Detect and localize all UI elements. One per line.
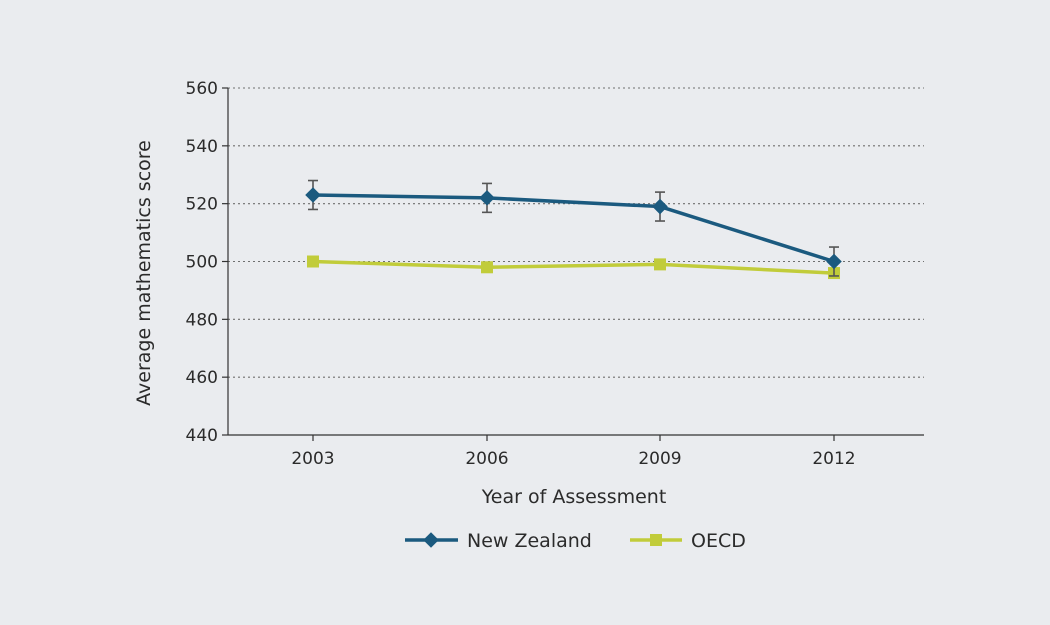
legend-new-zealand-diamond-marker [423, 532, 439, 548]
legend-oecd-square-marker [650, 534, 662, 546]
data-point-oecd-2003 [307, 255, 319, 268]
series [305, 179, 842, 280]
y-tick-label-460: 460 [186, 368, 218, 388]
legend-label-oecd: OECD [691, 530, 746, 552]
legend-item-new-zealand: New Zealand [405, 530, 592, 552]
series-oecd [307, 255, 840, 280]
y-axis-title: Average mathematics score [133, 140, 155, 406]
x-tick-labels: 2003 2006 2009 2012 [291, 435, 856, 469]
data-point-new-zealand-2012 [826, 253, 842, 270]
data-point-new-zealand-2009 [652, 198, 668, 215]
gridlines [228, 87, 924, 378]
y-tick-labels: 440 460 480 500 520 540 560 [186, 79, 228, 446]
y-tick-label-440: 440 [186, 426, 218, 446]
series-line-oecd [312, 259, 835, 275]
y-tick-label-560: 560 [186, 79, 218, 99]
x-tick-label-2003: 2003 [291, 449, 334, 469]
legend-item-oecd: OECD [630, 530, 746, 552]
x-tick-label-2006: 2006 [465, 449, 508, 469]
x-tick-label-2012: 2012 [812, 449, 855, 469]
y-tick-label-540: 540 [186, 137, 218, 157]
x-tick-label-2009: 2009 [638, 449, 681, 469]
data-point-new-zealand-2003 [305, 187, 321, 203]
x-axis-title: Year of Assessment [481, 486, 667, 508]
y-tick-label-520: 520 [186, 195, 218, 215]
y-tick-label-500: 500 [186, 253, 218, 273]
legend-label-new-zealand: New Zealand [467, 530, 592, 552]
y-tick-label-480: 480 [186, 310, 218, 330]
legend: New Zealand OECD [405, 530, 746, 552]
data-point-oecd-2009 [654, 258, 666, 271]
data-point-new-zealand-2006 [479, 190, 495, 206]
series-line-new-zealand [312, 193, 835, 264]
data-point-oecd-2006 [481, 261, 493, 274]
